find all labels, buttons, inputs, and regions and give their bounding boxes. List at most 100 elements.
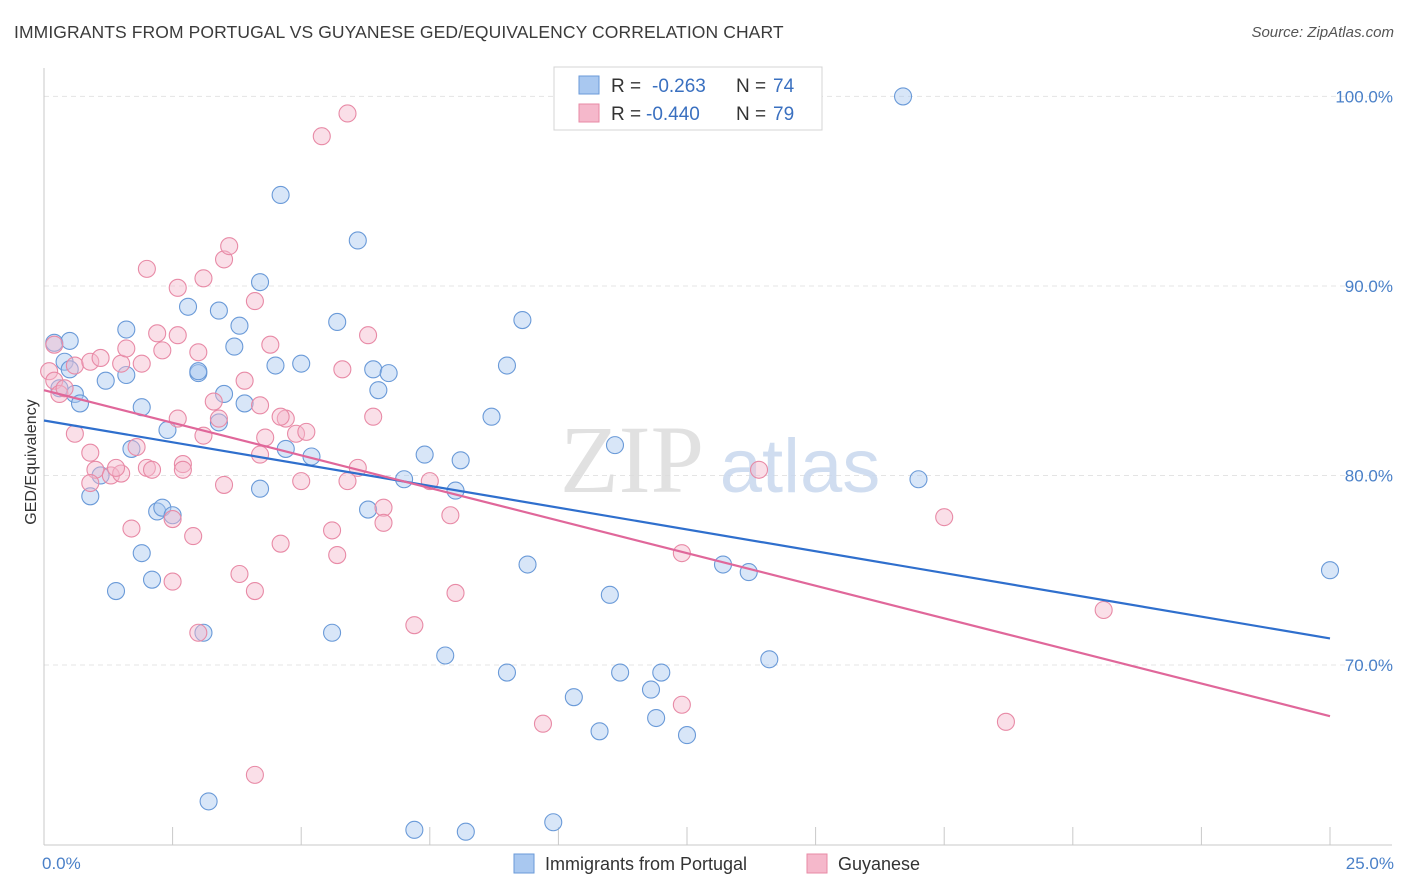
- portugal-point-44: [415, 445, 434, 464]
- guyanese-point-19: [142, 460, 162, 479]
- portugal-point-41: [379, 364, 398, 383]
- portugal-point-42: [359, 500, 378, 519]
- chart-title: IMMIGRANTS FROM PORTUGAL VS GUYANESE GED…: [14, 22, 784, 42]
- guyanese-point-76: [271, 407, 290, 426]
- guyanese-point-77: [214, 475, 234, 494]
- y-tick-label-2: 90.0%: [1345, 277, 1393, 296]
- series-legend: Immigrants from Portugal Guyanese: [513, 853, 920, 874]
- portugal-point-31: [266, 356, 285, 375]
- guyanese-point-56: [446, 583, 465, 602]
- legend-r-value-1: -0.263: [652, 76, 706, 97]
- legend-n-label-2: N =: [736, 104, 766, 125]
- guyanese-point-41: [297, 422, 316, 441]
- guyanese-point-37: [250, 445, 270, 464]
- guyanese-point-73: [55, 379, 74, 398]
- guyanese-point-21: [122, 519, 141, 538]
- series-legend-swatch-blue: [513, 853, 535, 874]
- portugal-point-23: [230, 316, 249, 335]
- portugal-point-50: [518, 555, 537, 574]
- watermark: ZIP atlas: [560, 406, 880, 513]
- guyanese-point-57: [405, 616, 424, 635]
- stats-legend: R = -0.263 N = 74 R = -0.440 N = 79: [553, 66, 823, 131]
- portugal-point-16: [153, 498, 172, 517]
- portugal-trend-line: [43, 419, 1331, 640]
- guyanese-point-6: [112, 354, 131, 373]
- portugal-point-33: [271, 185, 290, 205]
- source-credit: Source: ZipAtlas.com: [1251, 24, 1394, 41]
- guyanese-point-32: [209, 409, 228, 428]
- series-immigrants-from-portugal: [45, 87, 1340, 841]
- y-tick-label-0: 70.0%: [1345, 656, 1393, 675]
- x-tick-label-1: 25.0%: [1346, 854, 1394, 873]
- guyanese-point-22: [163, 509, 182, 529]
- portugal-point-38: [348, 231, 367, 250]
- guyanese-point-64: [533, 714, 553, 733]
- guyanese-point-24: [163, 572, 182, 591]
- legend-swatch-blue: [578, 75, 600, 95]
- guyanese-point-49: [359, 326, 378, 345]
- portugal-point-64: [497, 663, 517, 682]
- guyanese-point-61: [749, 460, 769, 479]
- portugal-point-73: [1320, 561, 1340, 580]
- portugal-point-18: [132, 544, 151, 563]
- portugal-point-48: [497, 356, 517, 375]
- portugal-point-59: [611, 663, 630, 682]
- guyanese-point-58: [189, 623, 208, 642]
- portugal-point-62: [677, 726, 697, 745]
- portugal-point-58: [652, 663, 671, 682]
- portugal-point-28: [209, 413, 228, 432]
- portugal-point-40: [369, 381, 388, 400]
- legend-n-value-2: 79: [773, 104, 794, 125]
- portugal-point-63: [564, 688, 583, 707]
- guyanese-point-59: [312, 127, 331, 146]
- legend-r-label-2: R =: [611, 104, 641, 125]
- x-tick-label-0: 0.0%: [42, 854, 81, 873]
- guyanese-point-23: [184, 527, 203, 546]
- guyanese-point-60: [338, 104, 357, 123]
- portugal-point-27: [214, 384, 234, 404]
- guyanese-point-47: [245, 582, 264, 601]
- guyanese-point-25: [168, 278, 187, 297]
- guyanese-point-28: [220, 237, 239, 256]
- guyanese-point-8: [148, 324, 167, 343]
- guyanese-point-35: [261, 335, 280, 354]
- guyanese-point-51: [374, 498, 393, 517]
- series-legend-label-blue: Immigrants from Portugal: [545, 854, 747, 874]
- portugal-point-9: [117, 320, 136, 339]
- guyanese-point-5: [91, 348, 110, 368]
- portugal-point-54: [739, 563, 758, 582]
- trend-lines: [43, 389, 1331, 718]
- legend-r-label-1: R =: [611, 76, 641, 97]
- portugal-point-69: [199, 792, 218, 811]
- guyanese-point-3: [65, 356, 84, 375]
- axes: [43, 68, 1392, 846]
- guyanese-point-9: [153, 341, 172, 360]
- portugal-point-34: [292, 354, 311, 373]
- guyanese-point-36: [250, 396, 270, 415]
- series-guyanese: [40, 104, 1113, 784]
- y-tick-label-3: 100.0%: [1335, 87, 1393, 106]
- portugal-point-45: [451, 451, 470, 470]
- guyanese-point-12: [81, 443, 100, 462]
- guyanese-point-44: [328, 545, 347, 565]
- portugal-point-56: [909, 470, 928, 489]
- y-tick-labels: 70.0% 80.0% 90.0% 100.0%: [1335, 87, 1393, 675]
- guyanese-point-7: [117, 339, 136, 358]
- guyanese-point-33: [235, 371, 254, 390]
- y-axis-label: GED/Equivalency: [23, 399, 40, 524]
- portugal-point-36: [250, 479, 270, 498]
- portugal-point-29: [235, 394, 254, 413]
- portugal-point-13: [91, 466, 110, 485]
- portugal-point-30: [250, 273, 270, 292]
- guyanese-point-50: [364, 407, 383, 426]
- guyanese-point-69: [168, 326, 187, 345]
- portugal-point-65: [436, 646, 455, 665]
- portugal-point-8: [117, 365, 136, 385]
- guyanese-point-63: [672, 695, 691, 714]
- portugal-point-68: [590, 722, 609, 741]
- series-legend-label-pink: Guyanese: [838, 854, 920, 874]
- guyanese-point-34: [245, 292, 264, 311]
- series-legend-swatch-pink: [806, 853, 828, 874]
- portugal-point-19: [142, 570, 162, 589]
